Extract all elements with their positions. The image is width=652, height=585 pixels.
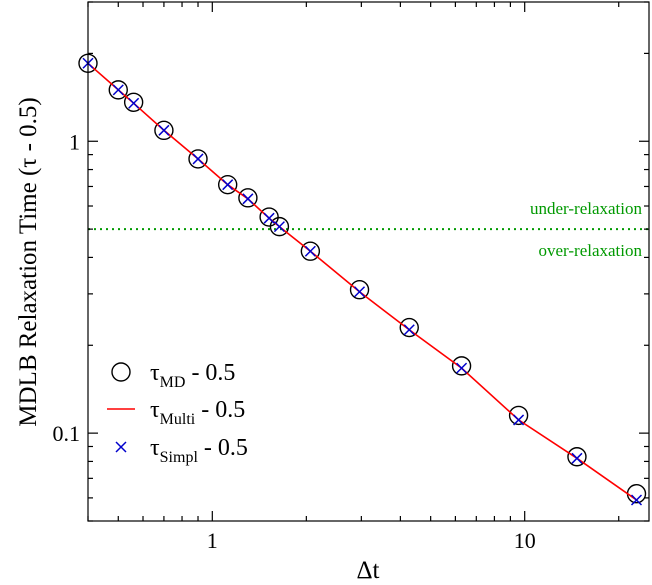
data-point-simpl bbox=[158, 124, 170, 136]
x-axis-label: Δt bbox=[356, 557, 379, 584]
data-point-md bbox=[349, 280, 370, 300]
under-relaxation-label: under-relaxation bbox=[530, 199, 642, 218]
data-point-simpl bbox=[128, 97, 140, 109]
legend-circle-marker bbox=[111, 362, 131, 382]
over-relaxation-label: over-relaxation bbox=[539, 241, 643, 260]
data-point-md bbox=[399, 317, 419, 338]
y-axis-label: MDLB Relaxation Time (τ - 0.5) bbox=[15, 97, 42, 426]
data-point-md bbox=[567, 447, 587, 467]
legend: τMD - 0.5 τMulti - 0.5 τSimpl - 0.5 bbox=[107, 360, 248, 466]
y-tick-label: 0.1 bbox=[53, 421, 81, 446]
data-point-simpl bbox=[242, 193, 254, 205]
data-point-md bbox=[217, 174, 238, 195]
data-point-md bbox=[238, 188, 258, 208]
legend-label-multi: τMulti - 0.5 bbox=[150, 397, 245, 428]
data-point-simpl bbox=[513, 414, 525, 426]
data-point-simpl bbox=[304, 245, 316, 257]
x-tick-label: 1 bbox=[207, 528, 218, 553]
data-point-simpl bbox=[222, 179, 234, 191]
data-point-md bbox=[154, 120, 174, 141]
data-point-simpl bbox=[571, 452, 583, 464]
data-point-simpl bbox=[263, 212, 275, 224]
data-point-md bbox=[123, 92, 144, 112]
legend-x-marker bbox=[115, 441, 127, 453]
legend-label-md: τMD - 0.5 bbox=[150, 360, 235, 391]
x-tick-label: 10 bbox=[514, 528, 536, 553]
data-point-md bbox=[269, 216, 290, 237]
legend-label-simpl: τSimpl - 0.5 bbox=[150, 435, 248, 466]
data-point-simpl bbox=[273, 221, 285, 233]
plot-frame bbox=[87, 1, 650, 522]
data-point-md bbox=[188, 149, 208, 169]
data-point-simpl bbox=[630, 494, 643, 506]
data-point-md bbox=[108, 80, 128, 100]
data-point-simpl bbox=[403, 324, 415, 336]
data-point-simpl bbox=[112, 84, 124, 96]
data-point-md bbox=[508, 405, 529, 426]
data-point-md bbox=[300, 241, 321, 261]
data-point-md bbox=[451, 356, 472, 376]
y-tick-label: 1 bbox=[69, 129, 80, 154]
data-point-simpl bbox=[354, 286, 366, 298]
data-point-simpl bbox=[456, 362, 468, 374]
data-point-simpl bbox=[192, 153, 204, 165]
